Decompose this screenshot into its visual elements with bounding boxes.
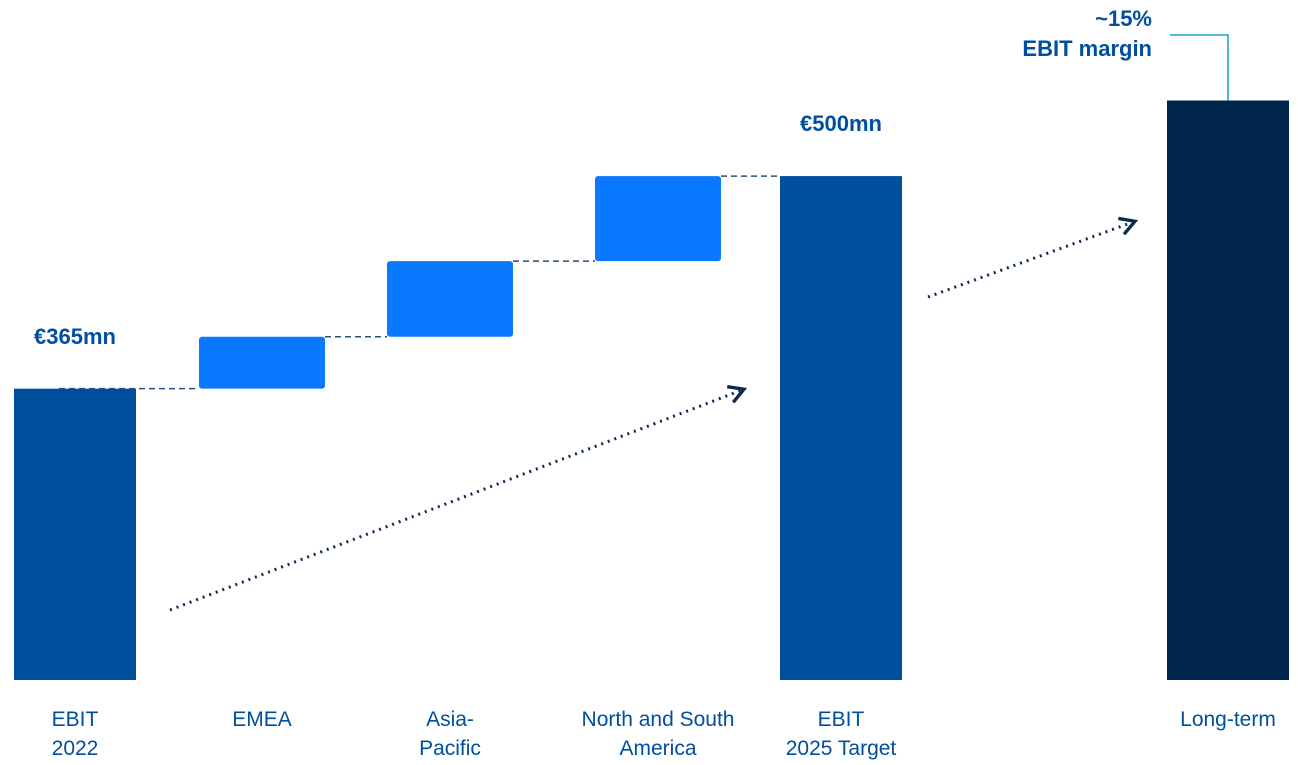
bar (595, 176, 721, 262)
x-tick-label: EMEA (232, 708, 292, 731)
trend-arrow (927, 216, 1139, 299)
x-tick-label: EBIT 2022 (51, 708, 99, 760)
bar (780, 176, 902, 680)
x-tick-label: North and South America (581, 708, 735, 760)
bar (387, 261, 513, 337)
x-tick-label: EBIT 2025 Target (785, 708, 897, 760)
annotation: ~15% EBIT margin (1022, 6, 1152, 61)
value-label: €365mn (34, 323, 116, 349)
trend-arrow (169, 385, 748, 612)
bar (199, 336, 325, 389)
x-tick-label: Asia- Pacific (419, 708, 481, 760)
bar (1167, 100, 1289, 681)
value-label: €500mn (800, 111, 882, 137)
x-tick-label: Long-term (1180, 708, 1276, 731)
bar (14, 388, 136, 680)
